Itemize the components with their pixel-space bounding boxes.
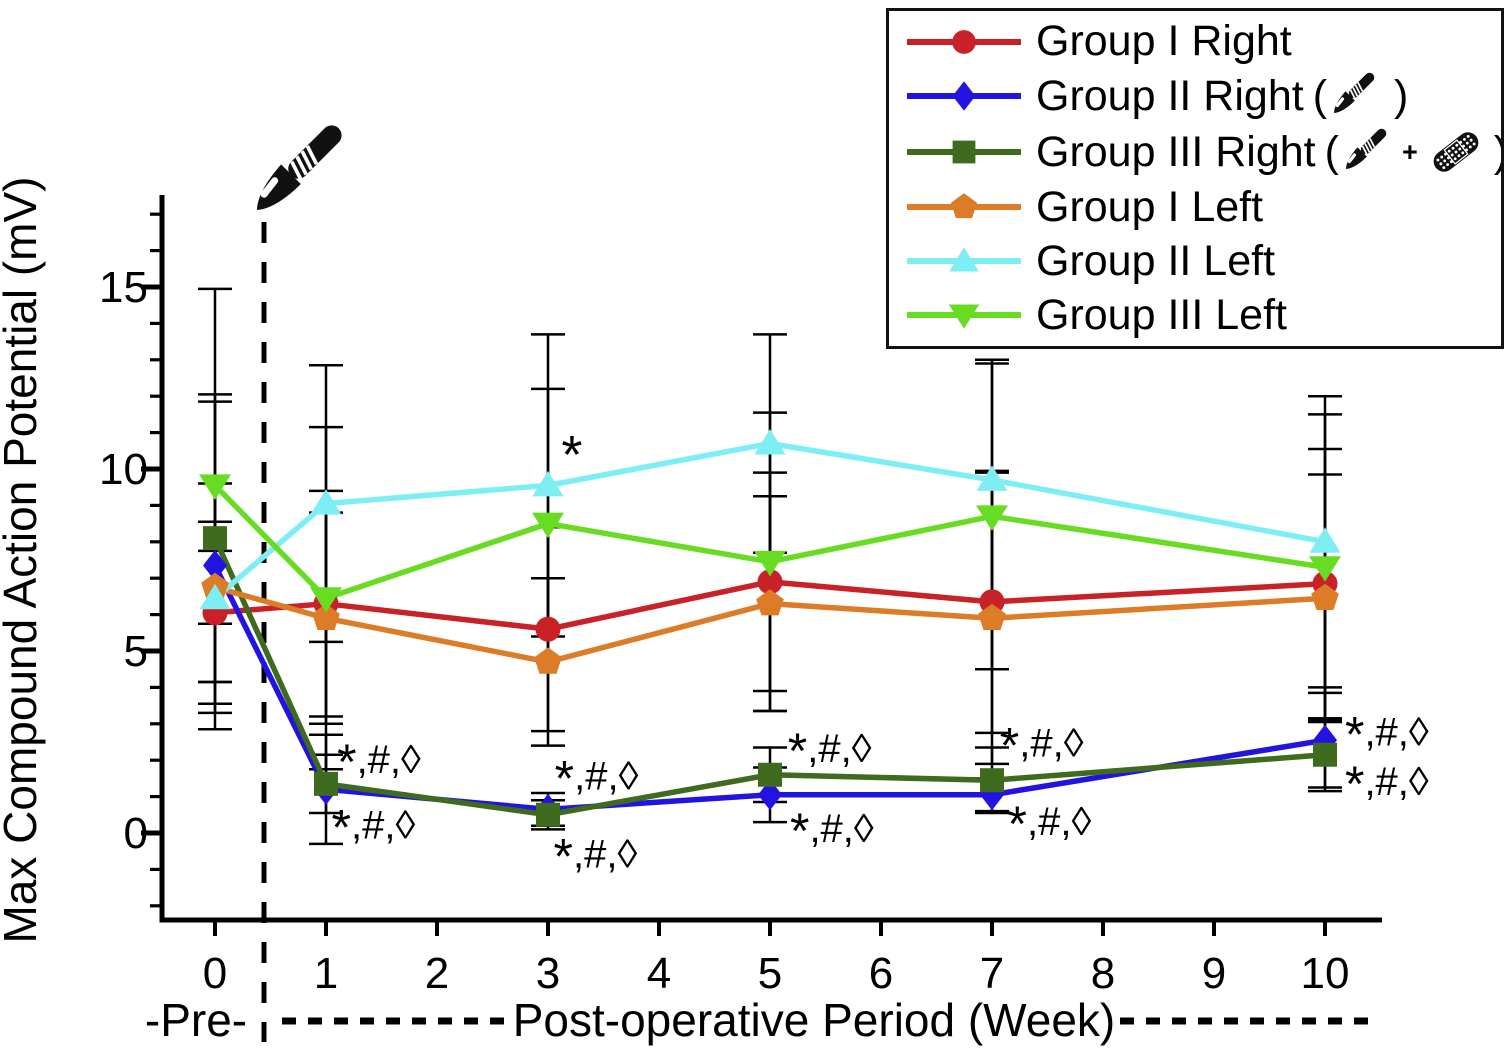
series-line-group-iii-left [212, 482, 1328, 601]
data-point-marker [1309, 527, 1341, 553]
legend-item: Group II Right() [905, 71, 1501, 121]
data-point-marker [310, 489, 342, 515]
legend-item: Group III Left [905, 291, 1501, 340]
data-point-marker [310, 587, 342, 613]
x-tick-label: 9 [1202, 949, 1226, 998]
scalpel-icon [257, 125, 342, 210]
significance-annotation: *,#,◊ [1345, 707, 1429, 763]
x-tick-label: 0 [203, 949, 227, 998]
legend-line-sample [907, 30, 1021, 54]
significance-annotation: *,#,◊ [1000, 718, 1084, 774]
scalpel-icon [1334, 72, 1375, 114]
significance-annotation: *,#,◊ [1345, 756, 1429, 812]
x-tick-label: 2 [425, 949, 449, 998]
data-point-marker [203, 526, 227, 551]
data-point-marker [976, 465, 1008, 491]
data-point-marker [203, 549, 227, 581]
legend-item-label: Group I Left [1036, 182, 1264, 231]
x-tick-label: 8 [1091, 949, 1115, 998]
data-point-marker [536, 802, 560, 827]
significance-annotation: *,#,◊ [788, 723, 872, 779]
post-period-label: Post-operative Period (Week) [513, 994, 1116, 1046]
data-point-marker [952, 140, 976, 164]
series-line-group-ii-left [212, 440, 1328, 601]
data-point-marker [976, 505, 1008, 531]
data-point-marker [535, 616, 561, 642]
data-point-marker [1311, 583, 1339, 610]
data-point-marker [952, 30, 976, 54]
legend: Group I Right Group II Right() Group III R… [886, 8, 1504, 349]
data-point-marker [950, 193, 978, 219]
legend-paren-open: ( [1312, 71, 1328, 120]
data-point-marker [314, 771, 338, 796]
legend-item: Group II Left [905, 237, 1501, 286]
series-line-group-i-right [212, 579, 1328, 632]
significance-annotation: *,#,◊ [337, 734, 421, 790]
significance-annotation: *,#,◊ [554, 829, 638, 885]
legend-line-sample [907, 247, 1021, 272]
scalpel-icon [1345, 128, 1387, 170]
x-tick-label: 6 [869, 949, 893, 998]
data-point-marker [758, 762, 782, 787]
y-tick-label: 5 [124, 627, 148, 676]
data-point-marker [199, 583, 231, 610]
data-point-marker [758, 779, 782, 811]
data-point-marker [757, 569, 783, 595]
x-tick-label: 1 [314, 949, 338, 998]
legend-line-sample [907, 193, 1021, 219]
significance-annotation: *,#,◊ [1008, 796, 1092, 852]
legend-item: Group III Right( +) [905, 126, 1501, 178]
legend-line-sample [907, 140, 1021, 164]
significance-annotation: *,#,◊ [790, 803, 874, 859]
data-point-marker [980, 768, 1004, 793]
data-point-marker [312, 603, 340, 630]
pre-period-label: -Pre- [145, 994, 247, 1046]
legend-line-sample [907, 81, 1021, 111]
legend-item-label: Group II Right [1036, 71, 1304, 120]
plus-sign: + [1401, 136, 1418, 167]
data-point-marker [952, 81, 976, 111]
data-point-marker [534, 647, 562, 674]
legend-paren-close: ) [1494, 128, 1501, 177]
x-tick-label: 3 [536, 949, 560, 998]
y-axis-title: Max Compound Action Potential (mV) [0, 176, 46, 943]
data-point-marker [1309, 556, 1341, 582]
series-line-group-ii-right [212, 562, 1328, 813]
x-tick-label: 4 [647, 949, 671, 998]
data-point-marker [979, 589, 1005, 615]
significance-annotation: *,#,◊ [332, 799, 416, 855]
data-point-marker [756, 589, 784, 616]
x-tick-label: 10 [1301, 949, 1350, 998]
data-point-marker [754, 429, 786, 455]
data-point-marker [978, 603, 1006, 630]
y-tick-label: 15 [99, 263, 148, 312]
data-point-marker [199, 474, 231, 500]
legend-line-sample [907, 304, 1021, 329]
series-line-group-i-left [212, 584, 1328, 665]
legend-item-label: Group III Right [1036, 127, 1316, 176]
significance-annotation: *,#,◊ [555, 750, 639, 806]
series-line-group-iii-right [212, 535, 1328, 818]
legend-paren-close: ) [1394, 71, 1409, 120]
y-tick-label: 0 [124, 809, 148, 858]
y-tick-label: 10 [99, 445, 148, 494]
legend-item-label: Group I Right [1036, 17, 1292, 66]
bandage-icon [1433, 132, 1479, 172]
legend-item-label: Group II Left [1036, 236, 1276, 285]
legend-paren-open: ( [1324, 127, 1339, 176]
x-tick-label: 5 [758, 949, 782, 998]
x-tick-label: 7 [980, 949, 1004, 998]
legend-item: Group I Left [905, 183, 1501, 232]
data-point-marker [532, 470, 564, 497]
data-point-marker [949, 247, 979, 272]
legend-item: Group I Right [905, 17, 1501, 66]
data-point-marker [754, 550, 786, 577]
data-point-marker [532, 512, 564, 539]
significance-annotation: * [561, 425, 582, 485]
data-point-marker [948, 304, 980, 329]
legend-item-label: Group III Left [1036, 290, 1287, 339]
data-point-marker [1313, 742, 1337, 767]
